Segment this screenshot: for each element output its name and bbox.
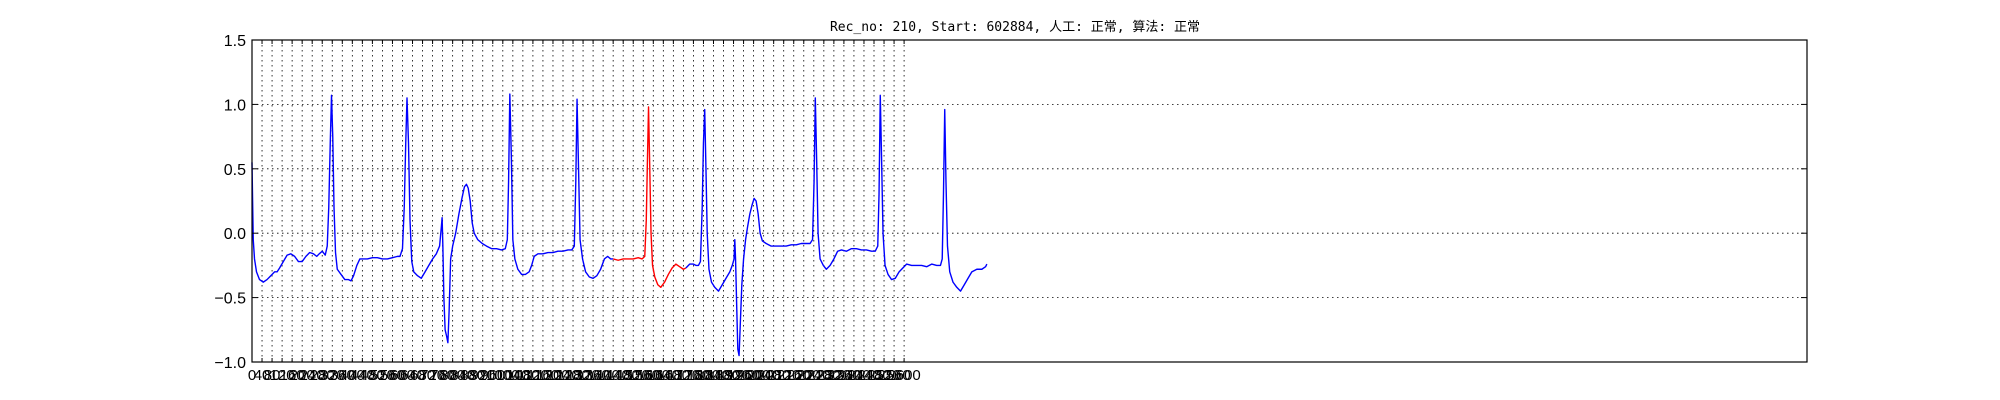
series-line-2 <box>612 106 687 288</box>
x-tick-label: 1320 <box>566 367 599 384</box>
x-tick-label: 200 <box>290 367 315 384</box>
x-tick-label: 1600 <box>637 367 670 384</box>
x-tick-label: 1760 <box>677 367 710 384</box>
x-tick-label: 280 <box>310 367 335 384</box>
x-tick-label: 2360 <box>827 367 860 384</box>
x-tick-label: 1480 <box>607 367 640 384</box>
x-tick-label: 2000 <box>737 367 770 384</box>
x-tick-label: 0 <box>248 367 256 384</box>
x-tick-label: 1160 <box>527 367 559 384</box>
x-tick-label: 840 <box>450 367 475 384</box>
chart-title: Rec_no: 210, Start: 602884, 人工: 正常, 算法: … <box>830 20 1200 35</box>
x-tick-label: 1080 <box>506 367 539 384</box>
y-tick-label: −0.5 <box>214 291 246 308</box>
x-tick-label: 40 <box>254 367 271 384</box>
x-tick-label: 800 <box>440 367 465 384</box>
x-tick-label: 1400 <box>586 367 619 384</box>
x-tick-labels: 0408012016020024028032036040044048052056… <box>248 367 921 384</box>
plot-frame <box>251 39 1808 363</box>
x-tick-label: 1520 <box>617 367 650 384</box>
x-tick-label: 320 <box>320 367 345 384</box>
x-tick-label: 2080 <box>757 367 790 384</box>
x-tick-label: 600 <box>390 367 415 384</box>
x-tick-label: 2320 <box>817 367 850 384</box>
series-lines <box>251 93 988 357</box>
x-tick-label: 680 <box>410 367 435 384</box>
x-tick-label: 360 <box>330 367 355 384</box>
x-tick-label: 920 <box>470 367 495 384</box>
x-tick-label: 1840 <box>697 367 730 384</box>
y-tick-label: −1.0 <box>214 355 246 372</box>
x-tick-label: 1000 <box>486 367 519 384</box>
x-tick-label: 2040 <box>747 367 780 384</box>
x-tick-label: 1200 <box>536 367 569 384</box>
x-tick-label: 1440 <box>596 367 629 384</box>
x-tick-label: 2160 <box>777 367 810 384</box>
y-tick-labels: −1.0 −0.5 0.0 0.5 1.0 1.5 <box>214 33 246 372</box>
x-tick-label: 1960 <box>727 367 760 384</box>
x-tick-label: 2440 <box>847 367 880 384</box>
x-tick-label: 1880 <box>707 367 740 384</box>
x-tick-label: 80 <box>264 367 281 384</box>
x-tick-label: 760 <box>430 367 455 384</box>
series-line-3 <box>685 94 988 357</box>
y-tick-label: 0.0 <box>224 226 246 243</box>
x-tick-label: 2200 <box>787 367 820 384</box>
x-tick-label: 960 <box>480 367 505 384</box>
x-tick-label: 880 <box>460 367 485 384</box>
x-tick-label: 2280 <box>807 367 840 384</box>
x-tick-label: 1720 <box>667 367 700 384</box>
x-tick-label: 2480 <box>857 367 890 384</box>
x-tick-label: 400 <box>340 367 365 384</box>
x-tick-label: 1360 <box>576 367 609 384</box>
x-tick-label: 720 <box>420 367 445 384</box>
axis-ticks <box>251 39 1807 363</box>
x-tick-label: 640 <box>400 367 425 384</box>
x-tick-label: 160 <box>280 367 305 384</box>
x-tick-label: 1560 <box>627 367 660 384</box>
x-tick-label: 2400 <box>837 367 870 384</box>
x-tick-label: 440 <box>350 367 375 384</box>
x-tick-label: 1640 <box>647 367 680 384</box>
x-tick-label: 2560 <box>877 367 910 384</box>
x-tick-label: 480 <box>360 367 385 384</box>
y-tick-label: 0.5 <box>224 162 246 179</box>
x-tick-label: 560 <box>380 367 405 384</box>
x-tick-label: 1280 <box>556 367 589 384</box>
x-tick-label: 1680 <box>657 367 690 384</box>
x-tick-label: 240 <box>300 367 325 384</box>
x-tick-label: 1920 <box>717 367 750 384</box>
x-tick-label: 2120 <box>767 367 800 384</box>
x-tick-label: 2520 <box>867 367 900 384</box>
y-tick-label: 1.5 <box>224 33 246 50</box>
x-tick-label: 520 <box>370 367 395 384</box>
x-tick-label: 120 <box>270 367 295 384</box>
y-tick-label: 1.0 <box>224 97 246 114</box>
x-tick-label: 2600 <box>887 367 920 384</box>
x-tick-label: 1240 <box>546 367 579 384</box>
grid-lines <box>251 40 1807 362</box>
x-tick-label: 1120 <box>517 367 549 384</box>
x-tick-label: 1040 <box>496 367 529 384</box>
series-line-1 <box>251 93 614 344</box>
x-tick-label: 1800 <box>687 367 720 384</box>
x-tick-label: 2240 <box>797 367 830 384</box>
